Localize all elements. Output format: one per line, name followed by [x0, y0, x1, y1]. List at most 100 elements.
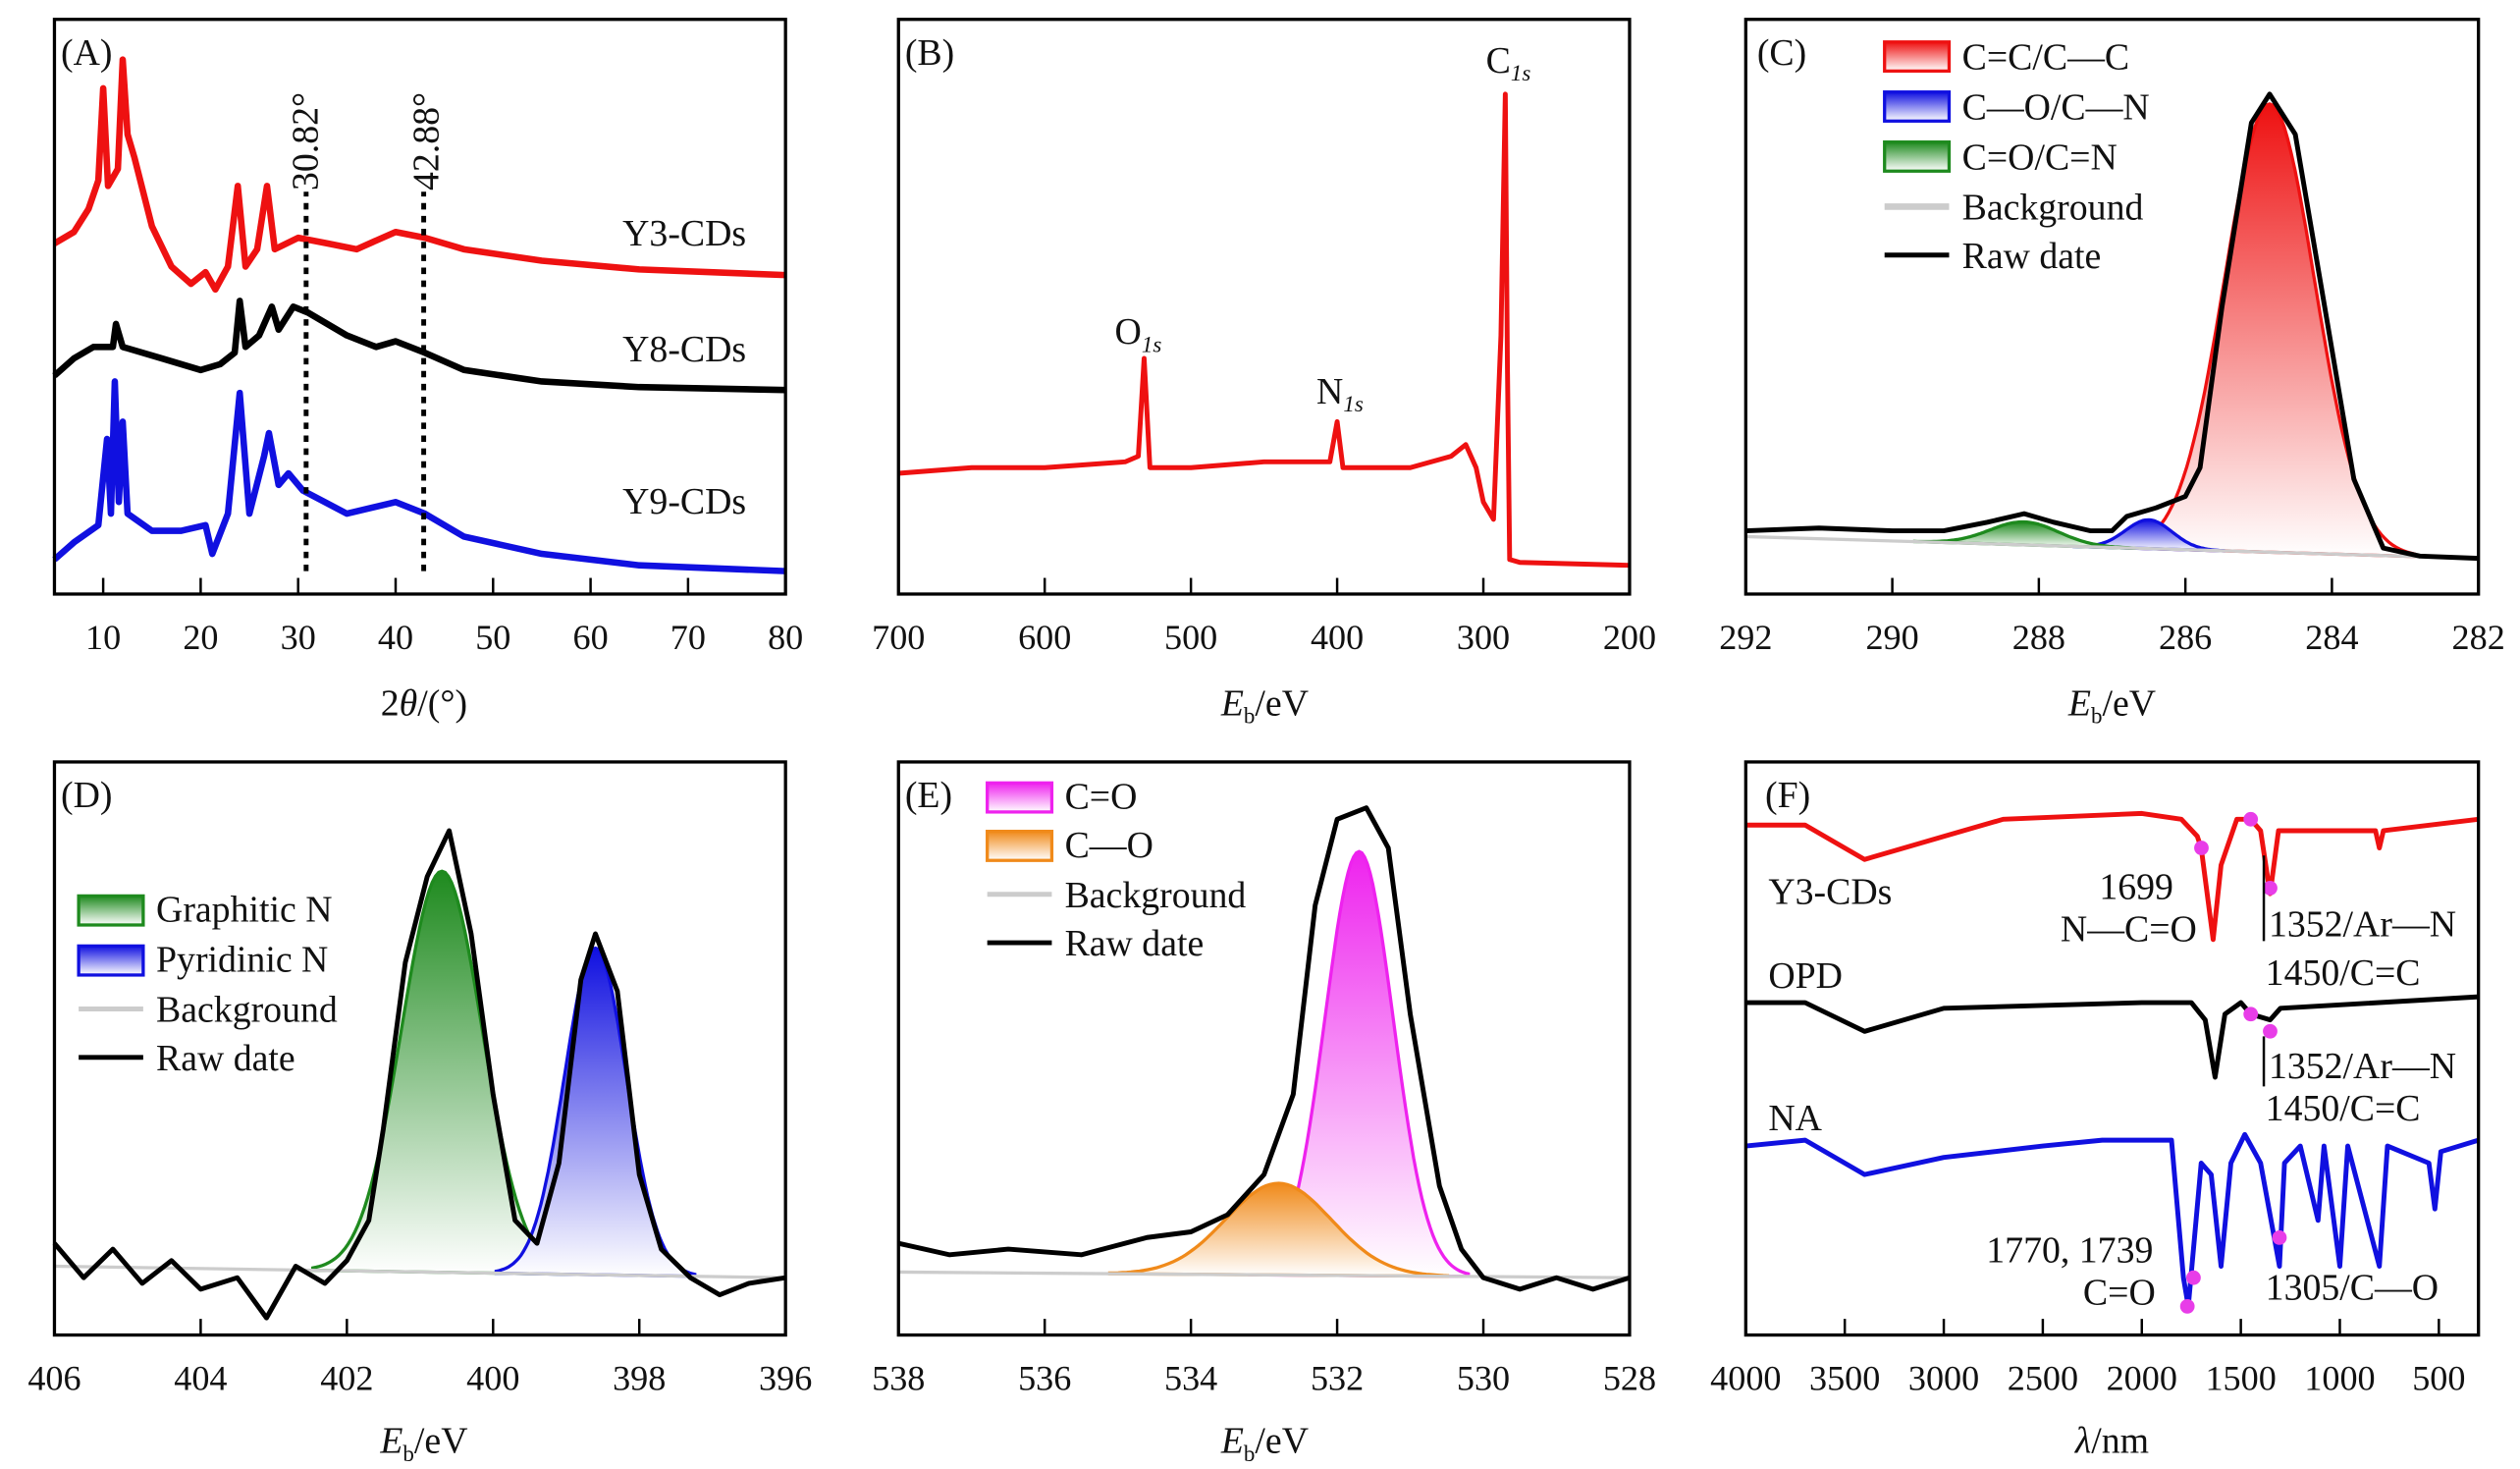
x-tick-label: 538: [872, 1358, 925, 1397]
legend-swatch-graphitic: [77, 894, 145, 927]
legend-label-co: C—O/C—N: [1962, 87, 2150, 129]
x-tick-label: 400: [1311, 618, 1364, 657]
peak-marker-5: [2179, 1298, 2195, 1314]
x-tick-label: 30: [281, 618, 316, 657]
x-tick-label: 40: [378, 618, 413, 657]
panel-label-a: (A): [61, 32, 112, 74]
x-tick-label: 70: [670, 618, 706, 657]
x-axis-label-c: Eb/eV: [2067, 682, 2156, 728]
x-tick-label: 292: [1719, 618, 1772, 657]
x-tick-label: 600: [1018, 618, 1071, 657]
x-tick-label: 4000: [1710, 1358, 1781, 1397]
plot-frame: [1743, 18, 2481, 596]
legend-swatch-pyridinic: [77, 944, 145, 977]
peak-marker-4: [2263, 1023, 2278, 1039]
peak-label-c1s: C1s: [1486, 40, 1531, 85]
legend-label-raw: Raw date: [156, 1038, 295, 1079]
panel-a: 10 20 30 40 50 60 70 80: [52, 18, 803, 657]
x-tick-label: 282: [2452, 618, 2505, 657]
plot-frame: [896, 18, 1632, 596]
legend-swatch-cc: [1883, 40, 1952, 73]
legend-swatch-co: [1883, 90, 1952, 123]
x-tick-label: 80: [768, 618, 803, 657]
panel-b: 700 600 500 400 300 200: [872, 18, 1656, 657]
x-tick-label: 402: [320, 1358, 373, 1397]
annotation-c-double-o: C=O: [2083, 1272, 2156, 1313]
series-label-y9: Y9-CDs: [622, 481, 746, 522]
peak-label-n1s: N1s: [1316, 371, 1364, 416]
x-tick-label: 2500: [2008, 1358, 2078, 1397]
panel-f: 4000 3500 3000 2500 2000 1500 1000 500: [1710, 760, 2481, 1397]
legend-swatch-c-double-o: [986, 781, 1054, 814]
x-tick-label: 1500: [2205, 1358, 2276, 1397]
x-tick-label: 534: [1164, 1358, 1217, 1397]
ref-line-label-42-88: 42.88°: [406, 92, 448, 190]
x-tick-label: 50: [475, 618, 510, 657]
annotation-1450-opd: 1450/C=C: [2266, 1088, 2421, 1129]
peak-label-o1s: O1s: [1115, 311, 1162, 356]
series-line-0: [52, 56, 786, 294]
legend-swatch-c-single-o: [986, 829, 1054, 862]
x-tick-label: 530: [1457, 1358, 1510, 1397]
panel-label-d: (D): [61, 775, 112, 816]
panel-label-c: (C): [1757, 32, 1806, 74]
component-peak-1: [1107, 1181, 1450, 1279]
x-tick-label: 406: [27, 1358, 80, 1397]
x-tick-label: 700: [872, 618, 925, 657]
plot-frame: [896, 760, 1632, 1337]
x-tick-label: 536: [1018, 1358, 1071, 1397]
x-tick-label: 1000: [2304, 1358, 2375, 1397]
series-label-opd: OPD: [1768, 955, 1843, 997]
x-tick-label: 60: [573, 618, 609, 657]
x-tick-label: 200: [1603, 618, 1656, 657]
x-tick-label: 396: [759, 1358, 812, 1397]
legend-label-c-double-o: C=O/C=N: [1962, 137, 2118, 179]
peak-marker-6: [2186, 1270, 2201, 1285]
panel-c: 292 290 288 286 284 282: [1719, 18, 2505, 657]
annotation-1450-y3: 1450/C=C: [2266, 952, 2421, 994]
component-peak-0: [2123, 102, 2416, 559]
series-label-na: NA: [1768, 1098, 1822, 1139]
legend-swatch-c-double-o: [1883, 140, 1952, 173]
legend-label-background: Background: [1962, 188, 2144, 229]
raw-data-line: [52, 828, 786, 1321]
series-line-1: [1745, 994, 2479, 1080]
ref-line-label-30-82: 30.82°: [285, 92, 326, 190]
x-tick-label: 300: [1457, 618, 1510, 657]
x-tick-label: 288: [2012, 618, 2065, 657]
series-label-y3: Y3-CDs: [622, 213, 746, 254]
x-tick-label: 3000: [1908, 1358, 1979, 1397]
x-tick-label: 10: [85, 618, 121, 657]
x-tick-label: 532: [1311, 1358, 1364, 1397]
series-line-2: [52, 378, 786, 574]
background-line: [898, 1270, 1630, 1279]
x-tick-label: 286: [2159, 618, 2212, 657]
legend-label-graphitic: Graphitic N: [156, 890, 332, 931]
raw-data-line: [897, 805, 1631, 1292]
series-line-2: [1745, 1131, 2480, 1309]
peak-marker-1: [2243, 811, 2259, 827]
background-line: [1745, 534, 2479, 561]
series-label-y3-ftir: Y3-CDs: [1768, 872, 1892, 913]
annotation-1305: 1305/C—O: [2266, 1267, 2439, 1308]
legend-label-c-single-o: C—O: [1065, 825, 1153, 866]
plot-frame: [1743, 760, 2481, 1337]
peak-marker-3: [2243, 1007, 2259, 1022]
x-tick-label: 500: [1164, 618, 1217, 657]
component-peak-0: [311, 869, 573, 1277]
series-label-y8: Y8-CDs: [622, 329, 746, 370]
legend-label-raw: Raw date: [1962, 236, 2102, 277]
legend-label-pyridinic: Pyridinic N: [156, 940, 328, 981]
x-tick-label: 500: [2412, 1358, 2465, 1397]
panel-d: 406 404 402 400 398 396: [27, 760, 812, 1397]
x-axis-label-d: Eb/eV: [379, 1421, 467, 1466]
panel-label-e: (E): [905, 775, 952, 816]
panel-e: 538 536 534 532 530 528: [872, 760, 1656, 1397]
peak-marker-7: [2272, 1229, 2287, 1245]
x-tick-label: 404: [174, 1358, 227, 1397]
legend-label-raw: Raw date: [1065, 923, 1205, 964]
annotation-1352-y3: 1352/Ar—N: [2269, 903, 2456, 945]
x-tick-label: 3500: [1809, 1358, 1880, 1397]
legend-d: Graphitic N Pyridinic N Background Raw d…: [77, 890, 338, 1079]
x-tick-label: 284: [2305, 618, 2358, 657]
